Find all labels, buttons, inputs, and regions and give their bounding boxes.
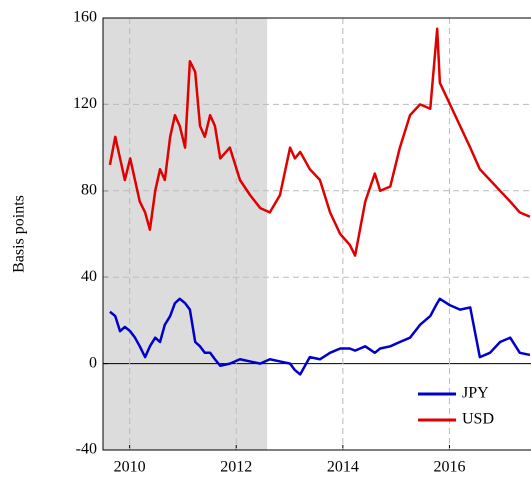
axis-frame xyxy=(102,17,531,451)
x-tick-label: 2012 xyxy=(220,459,252,476)
legend-label: USD xyxy=(462,411,494,428)
y-tick-label: -40 xyxy=(76,441,97,458)
line-series xyxy=(109,297,531,376)
x-tick-label: 2016 xyxy=(433,459,465,476)
y-axis-label: Basis points xyxy=(11,195,28,273)
y-tick-label: 40 xyxy=(81,268,97,285)
legend-label: JPY xyxy=(462,385,489,402)
x-tick-label: 2010 xyxy=(114,459,146,476)
y-tick-label: 80 xyxy=(81,181,97,198)
y-tick-label: 0 xyxy=(89,354,97,371)
x-tick-label: 2014 xyxy=(327,459,359,476)
y-tick-label: 160 xyxy=(73,9,97,26)
line-series xyxy=(108,27,531,257)
shaded-region xyxy=(103,18,268,450)
y-tick-label: 120 xyxy=(73,95,97,112)
